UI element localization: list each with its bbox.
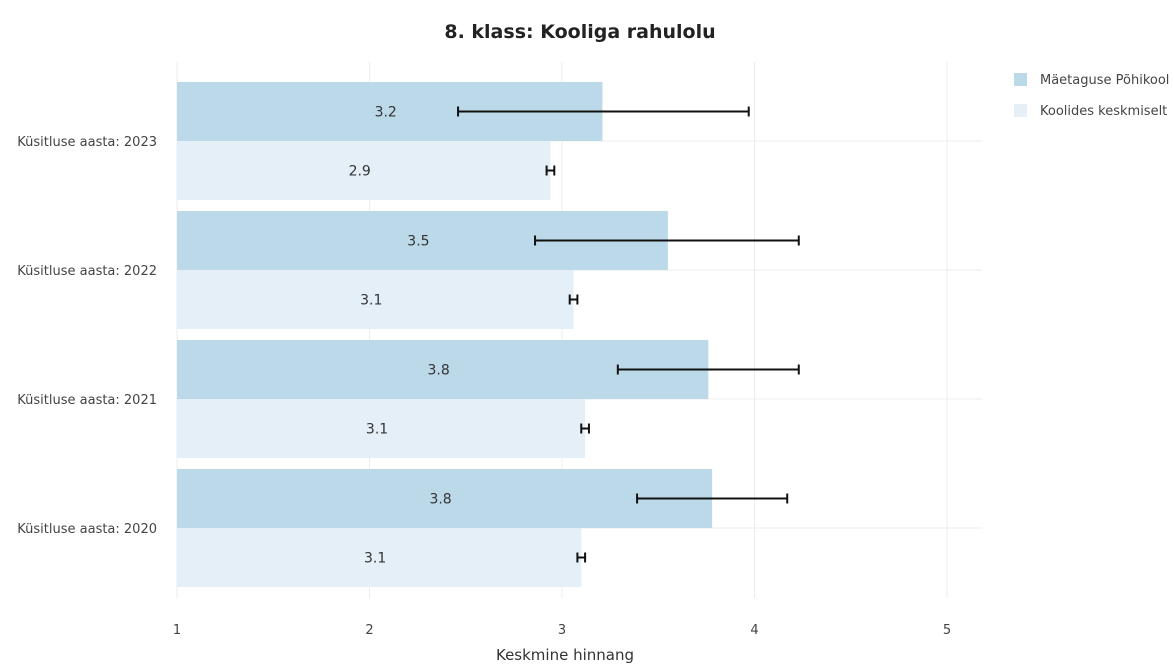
- x-axis-label: Keskmine hinnang: [496, 646, 634, 664]
- error-bars: [457, 106, 800, 563]
- bar-data-label: 3.1: [364, 551, 386, 567]
- axes: Küsitluse aasta: 2023 Küsitluse aasta: 20…: [17, 135, 951, 638]
- bar-data-label: 3.1: [366, 422, 388, 438]
- bar: [177, 141, 551, 200]
- legend-swatch[interactable]: [1014, 104, 1027, 117]
- bar-data-label: 2.9: [349, 164, 371, 180]
- category-label: Küsitluse aasta: 2020: [17, 522, 157, 537]
- chart-title: 8. klass: Kooliga rahulolu: [444, 21, 715, 43]
- category-label: Küsitluse aasta: 2022: [17, 264, 157, 279]
- bar: [177, 270, 574, 329]
- bar-data-label: 3.8: [429, 492, 451, 508]
- category-label: Küsitluse aasta: 2021: [17, 393, 157, 408]
- x-tick-label: 5: [943, 623, 951, 638]
- bar-data-label: 3.1: [360, 293, 382, 309]
- legend-swatch[interactable]: [1014, 73, 1027, 86]
- bar-data-label: 3.2: [375, 105, 397, 121]
- x-tick-label: 4: [750, 623, 758, 638]
- bar-data-label: 3.8: [428, 363, 450, 379]
- x-tick-label: 3: [558, 623, 566, 638]
- category-label: Küsitluse aasta: 2023: [17, 135, 157, 150]
- bars: [177, 82, 713, 587]
- bar-labels: 3.2 2.9 3.5 3.1 3.8 3.1 3.8 3.1: [349, 105, 452, 567]
- legend: Mäetaguse Põhikool Koolides keskmiselt: [1014, 73, 1169, 119]
- x-tick-label: 1: [173, 623, 181, 638]
- bar: [177, 399, 586, 458]
- legend-label[interactable]: Mäetaguse Põhikool: [1040, 73, 1169, 88]
- x-tick-label: 2: [365, 623, 373, 638]
- bar-data-label: 3.5: [407, 234, 429, 250]
- bar: [177, 469, 713, 528]
- legend-label[interactable]: Koolides keskmiselt: [1040, 104, 1167, 119]
- bar: [177, 528, 582, 587]
